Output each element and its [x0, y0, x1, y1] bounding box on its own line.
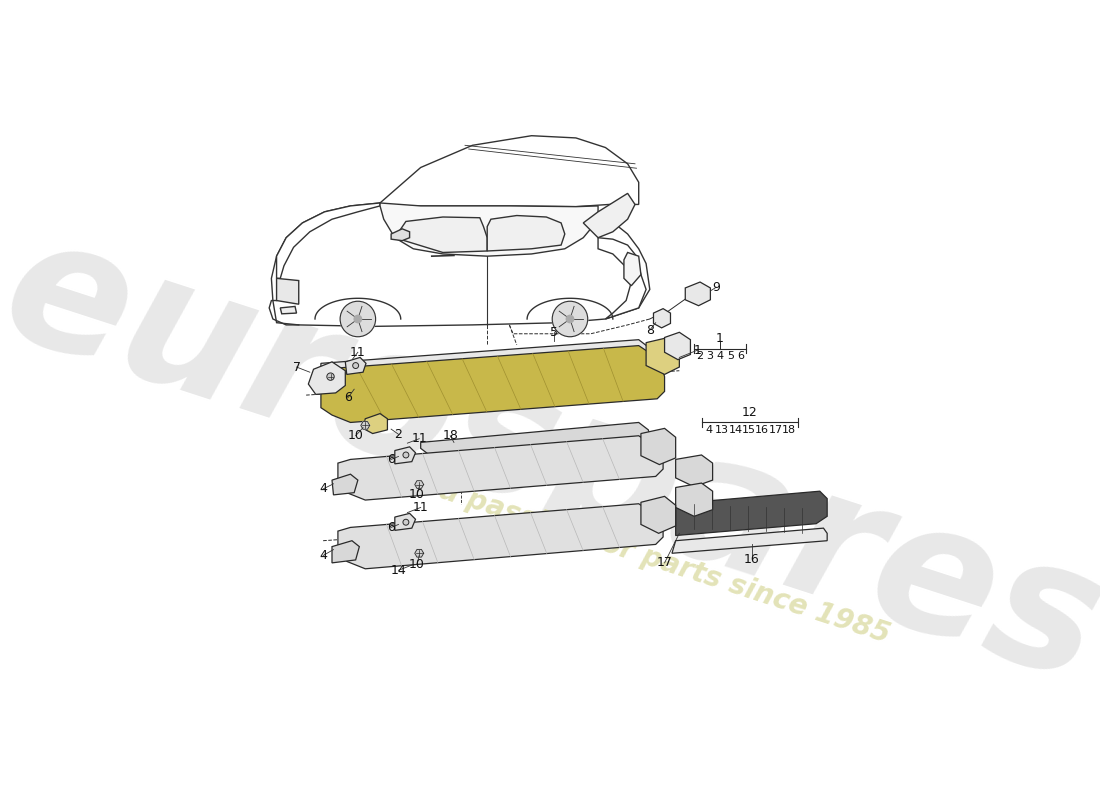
Polygon shape — [664, 332, 691, 360]
Text: 10: 10 — [348, 430, 364, 442]
Polygon shape — [379, 203, 598, 256]
Polygon shape — [672, 528, 827, 554]
Polygon shape — [363, 414, 387, 434]
Polygon shape — [321, 346, 664, 422]
Text: 6: 6 — [737, 351, 745, 361]
Text: 5: 5 — [727, 351, 734, 361]
Polygon shape — [646, 338, 680, 374]
Polygon shape — [685, 282, 711, 306]
Text: 4: 4 — [705, 425, 713, 435]
Text: 2: 2 — [395, 428, 403, 441]
Polygon shape — [415, 550, 424, 557]
Text: 12: 12 — [741, 406, 758, 418]
Text: a passion for parts since 1985: a passion for parts since 1985 — [436, 477, 893, 649]
Text: 5: 5 — [550, 326, 558, 338]
Polygon shape — [395, 447, 416, 464]
Text: 15: 15 — [741, 425, 756, 435]
Text: 11: 11 — [412, 501, 429, 514]
Polygon shape — [675, 455, 713, 486]
Text: 6: 6 — [387, 521, 395, 534]
Text: 1: 1 — [716, 332, 724, 345]
Polygon shape — [583, 194, 635, 238]
Text: eurospares: eurospares — [0, 199, 1100, 719]
Polygon shape — [332, 541, 360, 563]
Polygon shape — [361, 422, 370, 430]
Polygon shape — [598, 238, 646, 319]
Text: 16: 16 — [744, 553, 760, 566]
Polygon shape — [379, 136, 639, 206]
Text: 18: 18 — [782, 425, 795, 435]
Polygon shape — [332, 474, 358, 495]
Polygon shape — [338, 504, 663, 569]
Text: 14: 14 — [728, 425, 743, 435]
Text: 2: 2 — [695, 351, 703, 361]
Polygon shape — [641, 496, 675, 534]
Polygon shape — [624, 253, 641, 286]
Text: 17: 17 — [769, 425, 782, 435]
Text: 11: 11 — [411, 432, 427, 446]
Polygon shape — [395, 217, 487, 253]
Polygon shape — [272, 202, 650, 326]
Text: 10: 10 — [409, 488, 425, 502]
Polygon shape — [653, 309, 671, 328]
Text: 17: 17 — [657, 556, 672, 570]
Text: 11: 11 — [350, 346, 365, 358]
Text: 7: 7 — [293, 361, 300, 374]
Polygon shape — [338, 436, 663, 500]
Polygon shape — [345, 358, 366, 374]
Polygon shape — [420, 422, 650, 456]
Circle shape — [403, 519, 409, 525]
Text: 8: 8 — [646, 323, 653, 337]
Text: 1: 1 — [694, 343, 702, 357]
Circle shape — [354, 315, 362, 322]
Polygon shape — [280, 306, 297, 314]
Polygon shape — [487, 215, 564, 251]
Text: 9: 9 — [713, 281, 721, 294]
Polygon shape — [276, 203, 380, 278]
Circle shape — [353, 362, 359, 369]
Text: 16: 16 — [755, 425, 769, 435]
Text: 4: 4 — [319, 549, 327, 562]
Polygon shape — [675, 491, 827, 535]
Polygon shape — [641, 428, 675, 465]
Text: 6: 6 — [387, 453, 395, 466]
Polygon shape — [392, 229, 409, 241]
Polygon shape — [308, 362, 345, 394]
Circle shape — [327, 373, 334, 380]
Text: 4: 4 — [319, 482, 327, 495]
Circle shape — [566, 315, 574, 322]
Polygon shape — [321, 340, 650, 377]
Text: 18: 18 — [442, 430, 459, 442]
Text: 10: 10 — [409, 558, 425, 571]
Text: 13: 13 — [715, 425, 729, 435]
Circle shape — [552, 302, 587, 337]
Polygon shape — [395, 514, 416, 530]
Polygon shape — [415, 481, 424, 488]
Text: 14: 14 — [390, 564, 406, 577]
Circle shape — [340, 302, 375, 337]
Text: 4: 4 — [716, 351, 724, 361]
Polygon shape — [276, 278, 299, 304]
Text: 3: 3 — [706, 351, 713, 361]
Circle shape — [403, 452, 409, 458]
Polygon shape — [675, 483, 713, 516]
Text: 6: 6 — [344, 391, 352, 404]
